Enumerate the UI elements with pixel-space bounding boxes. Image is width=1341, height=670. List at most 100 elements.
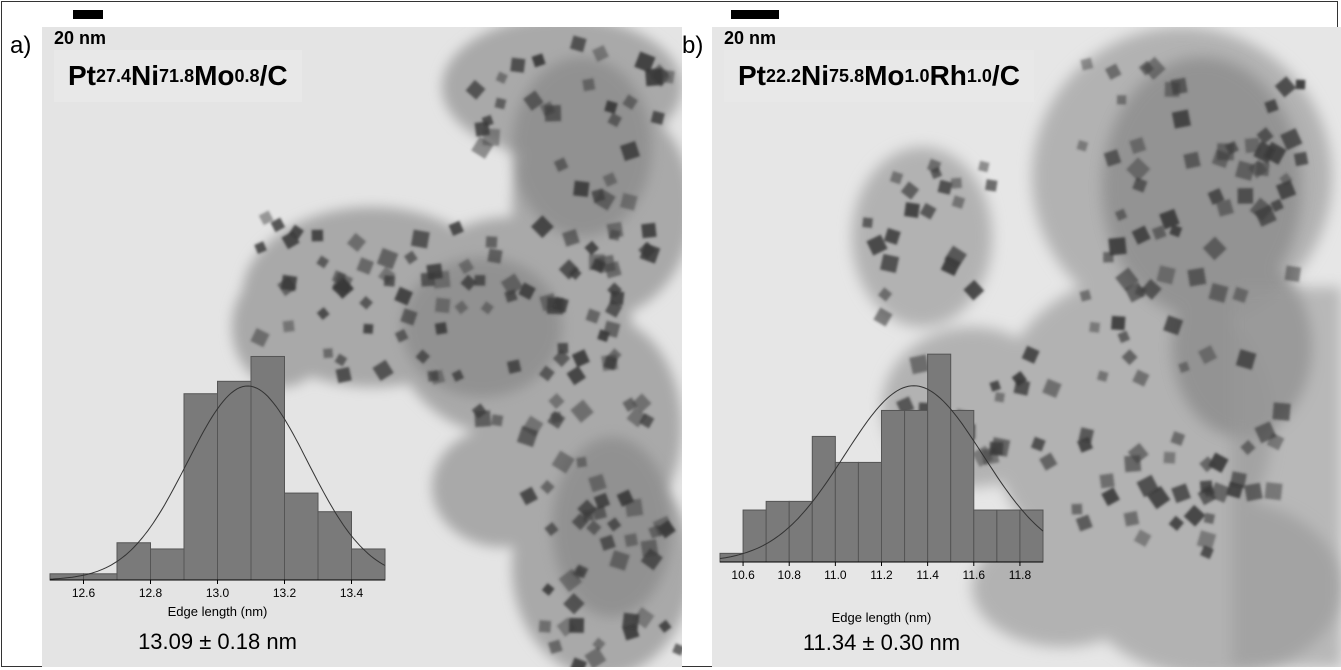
nanoparticle: [1159, 208, 1180, 230]
nanoparticle: [584, 240, 599, 256]
histogram-bar: [284, 492, 319, 581]
nanoparticle: [331, 270, 347, 285]
nanoparticle: [1187, 267, 1207, 287]
nanoparticle: [909, 354, 930, 375]
nanoparticle: [522, 415, 544, 437]
nanoparticle: [604, 300, 623, 318]
nanoparticle: [1229, 471, 1247, 489]
histogram-bar: [217, 380, 252, 581]
histogram-plot-a: 12.6 12.8 13.0 13.2 13.4: [49, 355, 386, 600]
nanoparticle: [1163, 451, 1176, 464]
nanoparticle: [1099, 473, 1115, 489]
nanoparticle: [1123, 510, 1140, 527]
nanoparticle: [323, 348, 334, 359]
nanoparticle: [1207, 188, 1225, 205]
nanoparticle: [1295, 79, 1306, 90]
nanoparticle: [510, 57, 526, 73]
histogram-bar: [150, 548, 185, 581]
nanoparticle: [1121, 349, 1138, 366]
nanoparticle: [1103, 149, 1122, 167]
nanoparticle: [1129, 137, 1147, 155]
x-tick-label: 10.8: [778, 568, 802, 582]
formula-subscript-3: 71.8: [159, 65, 195, 86]
nanoparticle: [487, 248, 503, 264]
formula-subscript-5: 0.8: [234, 65, 260, 86]
nanoparticle: [593, 188, 616, 211]
histogram-bar: [973, 509, 998, 563]
nanoparticle: [550, 411, 563, 424]
nanoparticle: [616, 489, 635, 507]
nanoparticle: [558, 259, 580, 280]
nanoparticle: [900, 181, 920, 200]
formula-element-8: /C: [991, 60, 1020, 91]
nanoparticle: [1131, 225, 1151, 245]
nanoparticle: [989, 380, 1001, 392]
nanoparticle: [311, 229, 324, 242]
nanoparticle: [634, 51, 656, 73]
nanoparticle: [660, 69, 675, 84]
nanoparticle: [569, 657, 587, 667]
formula-subscript-7: 1.0: [966, 65, 992, 86]
x-tick-label: 11.6: [963, 568, 986, 582]
nanoparticle: [1237, 188, 1254, 204]
nanoparticle: [1224, 140, 1239, 155]
formula-element-6: /C: [259, 60, 288, 91]
tem-micrograph-b: [712, 27, 1341, 667]
nanoparticle: [1101, 487, 1120, 507]
scale-bar-b: [731, 10, 779, 19]
nanoparticle: [1200, 545, 1214, 560]
nanoparticle: [557, 342, 569, 354]
nanoparticle: [1196, 530, 1217, 550]
nanoparticle: [1013, 378, 1031, 396]
nanoparticle: [658, 619, 672, 633]
nanoparticle: [277, 276, 297, 297]
nanoparticle: [1171, 483, 1191, 504]
nanoparticle: [538, 365, 555, 382]
nanoparticle: [1240, 439, 1256, 456]
nanoparticle: [1089, 321, 1101, 333]
nanoparticle: [434, 322, 448, 335]
histogram-a: 12.6 12.8 13.0 13.2 13.4: [49, 352, 386, 602]
nanoparticle: [552, 296, 569, 313]
nanoparticle: [639, 413, 655, 429]
x-tick-label: 13.0: [206, 586, 230, 600]
nanoparticle: [985, 179, 998, 192]
nanoparticle: [606, 517, 622, 532]
formula-element-4: Mo: [194, 60, 235, 91]
nanoparticle: [454, 300, 469, 315]
formula-element-6: Rh: [929, 60, 967, 91]
x-tick-label: 10.6: [731, 568, 755, 582]
nanoparticle: [471, 403, 488, 419]
x-axis-title-b: Edge length (nm): [831, 610, 932, 625]
panel-label-a: a): [10, 32, 32, 59]
nanoparticle: [356, 257, 375, 275]
scale-label-a: 20 nm: [54, 28, 107, 48]
nanoparticle: [1132, 177, 1148, 193]
nanoparticle: [1202, 484, 1216, 498]
nanoparticle: [619, 192, 638, 211]
nanoparticle: [1108, 237, 1127, 256]
histogram-b: 10.6 10.8 11.0 11.2 11.4 11.6 11.8: [719, 350, 1044, 584]
nanoparticle: [359, 295, 373, 310]
nanoparticle: [494, 97, 507, 110]
nanoparticle: [1234, 160, 1256, 181]
x-axis-title-a: Edge length (nm): [167, 604, 268, 619]
nanoparticle: [1199, 456, 1216, 473]
nanoparticle: [650, 110, 665, 125]
nanoparticle: [282, 320, 295, 333]
formula-subscript-1: 22.2: [766, 65, 802, 86]
nanoparticle: [1021, 345, 1040, 364]
nanoparticle: [602, 172, 618, 188]
histogram-bar: [834, 461, 859, 563]
nanoparticle: [672, 643, 682, 656]
histogram-bar: [788, 500, 813, 563]
nanoparticle: [556, 617, 577, 637]
nanoparticle: [573, 180, 590, 198]
nanoparticle: [1042, 378, 1062, 399]
nanoparticle: [378, 266, 396, 285]
nanoparticle: [1284, 265, 1302, 282]
nanoparticle: [474, 275, 486, 286]
nanoparticle: [1280, 128, 1303, 151]
nanoparticle: [588, 473, 607, 493]
